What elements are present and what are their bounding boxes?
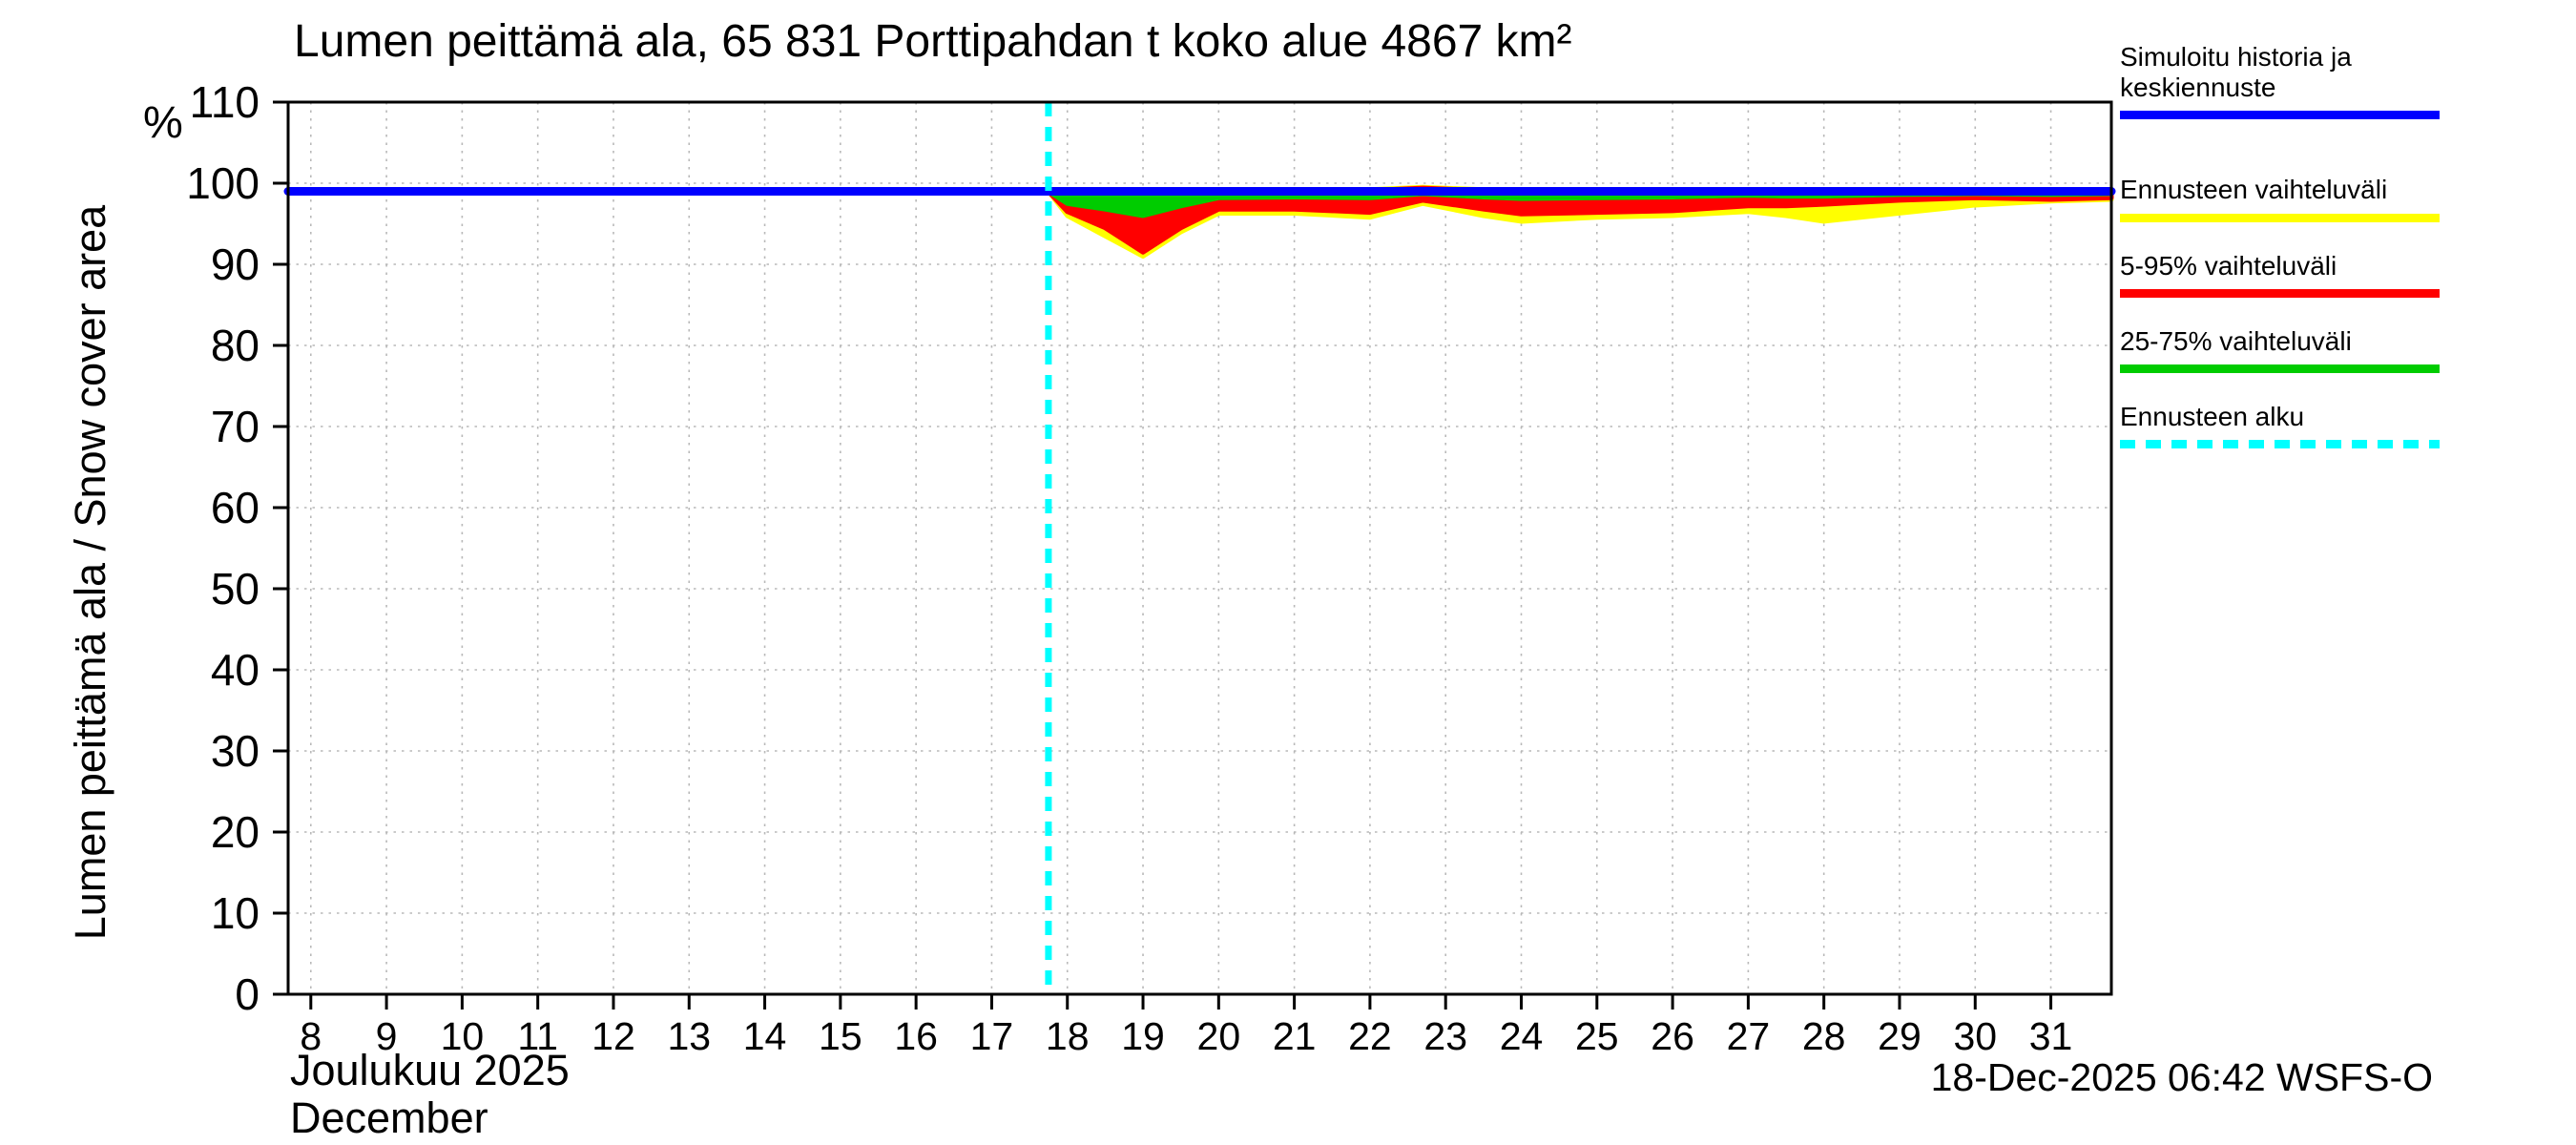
x-axis-month-label-en: December xyxy=(290,1093,488,1142)
legend: Simuloitu historia ja keskiennuste Ennus… xyxy=(2120,42,2440,477)
legend-label: Ennusteen vaihteluväli xyxy=(2120,175,2388,205)
legend-blue-line-swatch xyxy=(2120,111,2440,120)
legend-item-forecast-range: Ennusteen vaihteluväli xyxy=(2120,175,2440,222)
y-tick-label: 100 xyxy=(186,158,260,208)
y-tick-label: 80 xyxy=(211,321,260,370)
x-tick-label: 31 xyxy=(2029,1014,2073,1058)
chart-title: Lumen peittämä ala, 65 831 Porttipahdan … xyxy=(294,16,1572,67)
legend-red-line-swatch xyxy=(2120,288,2440,298)
x-tick-label: 11 xyxy=(517,1014,558,1058)
x-tick-label: 19 xyxy=(1121,1014,1165,1058)
x-tick-label: 30 xyxy=(1953,1014,1997,1058)
x-tick-label: 23 xyxy=(1423,1014,1467,1058)
x-tick-label: 18 xyxy=(1046,1014,1090,1058)
timestamp: 18-Dec-2025 06:42 WSFS-O xyxy=(1930,1055,2433,1099)
y-axis-label: Lumen peittämä ala / Snow cover area xyxy=(66,204,114,941)
x-axis-month-label-fi: Joulukuu 2025 xyxy=(290,1046,570,1094)
x-tick-label: 17 xyxy=(970,1014,1014,1058)
legend-item-forecast-start: Ennusteen alku xyxy=(2120,401,2440,449)
y-tick-label: 40 xyxy=(211,645,260,695)
x-tick-label: 14 xyxy=(743,1014,787,1058)
x-tick-label: 26 xyxy=(1651,1014,1694,1058)
legend-item-simulated-history: Simuloitu historia ja keskiennuste xyxy=(2120,42,2440,120)
x-tick-label: 10 xyxy=(441,1014,485,1058)
y-tick-label: 0 xyxy=(235,969,260,1019)
x-tick-label: 25 xyxy=(1575,1014,1619,1058)
y-axis-unit: % xyxy=(143,96,183,147)
legend-label: Ennusteen alku xyxy=(2120,401,2305,431)
y-tick-label: 110 xyxy=(190,77,260,127)
x-tick-label: 9 xyxy=(376,1014,398,1058)
x-tick-label: 29 xyxy=(1878,1014,1922,1058)
y-tick-label: 90 xyxy=(211,239,260,289)
y-tick-label: 10 xyxy=(211,888,260,938)
legend-label: 5-95% vaihteluväli xyxy=(2120,250,2337,281)
legend-green-line-swatch xyxy=(2120,364,2440,373)
x-tick-label: 28 xyxy=(1802,1014,1846,1058)
legend-cyan-dashed-line-swatch xyxy=(2120,440,2440,449)
x-tick-label: 16 xyxy=(894,1014,938,1058)
plot-frame xyxy=(286,100,2113,996)
legend-item-5-95-range: 5-95% vaihteluväli xyxy=(2120,251,2440,298)
x-tick-label: 20 xyxy=(1197,1014,1241,1058)
x-tick-label: 22 xyxy=(1348,1014,1392,1058)
legend-item-25-75-range: 25-75% vaihteluväli xyxy=(2120,326,2440,373)
x-tick-label: 24 xyxy=(1500,1014,1544,1058)
legend-yellow-line-swatch xyxy=(2120,213,2440,222)
y-tick-label: 30 xyxy=(211,726,260,776)
x-tick-label: 27 xyxy=(1727,1014,1771,1058)
y-tick-label: 60 xyxy=(211,483,260,532)
x-tick-label: 21 xyxy=(1273,1014,1317,1058)
y-tick-label: 50 xyxy=(211,564,260,614)
x-tick-label: 8 xyxy=(300,1014,322,1058)
y-tick-label: 70 xyxy=(211,402,260,451)
x-tick-label: 12 xyxy=(592,1014,635,1058)
x-tick-label: 15 xyxy=(819,1014,862,1058)
legend-label: Simuloitu historia ja keskiennuste xyxy=(2120,42,2352,103)
y-tick-label: 20 xyxy=(211,807,260,857)
legend-label: 25-75% vaihteluväli xyxy=(2120,325,2352,356)
x-tick-label: 13 xyxy=(667,1014,711,1058)
